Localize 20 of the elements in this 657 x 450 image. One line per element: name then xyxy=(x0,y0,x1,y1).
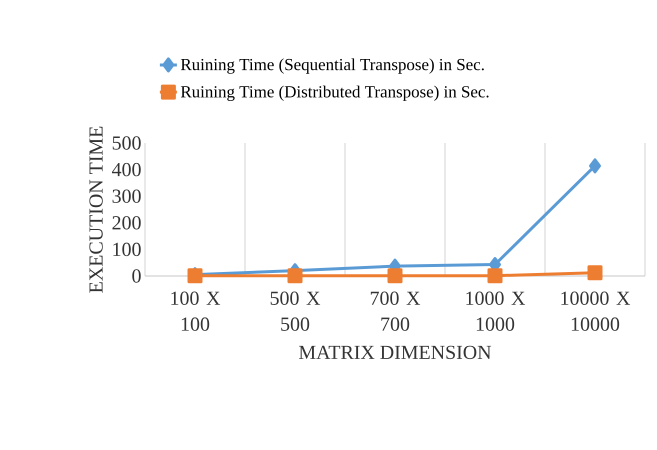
y-tick-label: 500 xyxy=(112,136,141,150)
point xyxy=(288,268,303,284)
y-tick-label: 400 xyxy=(112,162,141,176)
point xyxy=(488,268,503,284)
y-tick-label: 200 xyxy=(112,216,141,230)
legend-label: Ruining Time (Distributed Transpose) in Sec. xyxy=(180,86,489,101)
x-tick-label: 700 X 700 xyxy=(370,292,420,331)
y-tick-label: 100 xyxy=(113,242,141,256)
point xyxy=(388,268,403,284)
point xyxy=(589,158,601,174)
x-tick-label: 100 X 100 xyxy=(171,292,220,331)
y-tick-label: 0 xyxy=(132,269,141,283)
x-tick-label: 10000 X 10000 xyxy=(561,292,630,331)
point xyxy=(588,265,602,280)
x-tick-label: 1000 X 1000 xyxy=(466,292,526,331)
x-tick-label: 500 X 500 xyxy=(270,292,320,331)
legend-label: Ruining Time (Sequential Transpose) in Sec. xyxy=(180,58,484,74)
x-axis-title: MATRIX DIMENSION xyxy=(299,346,492,360)
y-tick-label: 300 xyxy=(112,189,141,203)
y-axis-title: EXECUTION TIME xyxy=(89,126,103,293)
